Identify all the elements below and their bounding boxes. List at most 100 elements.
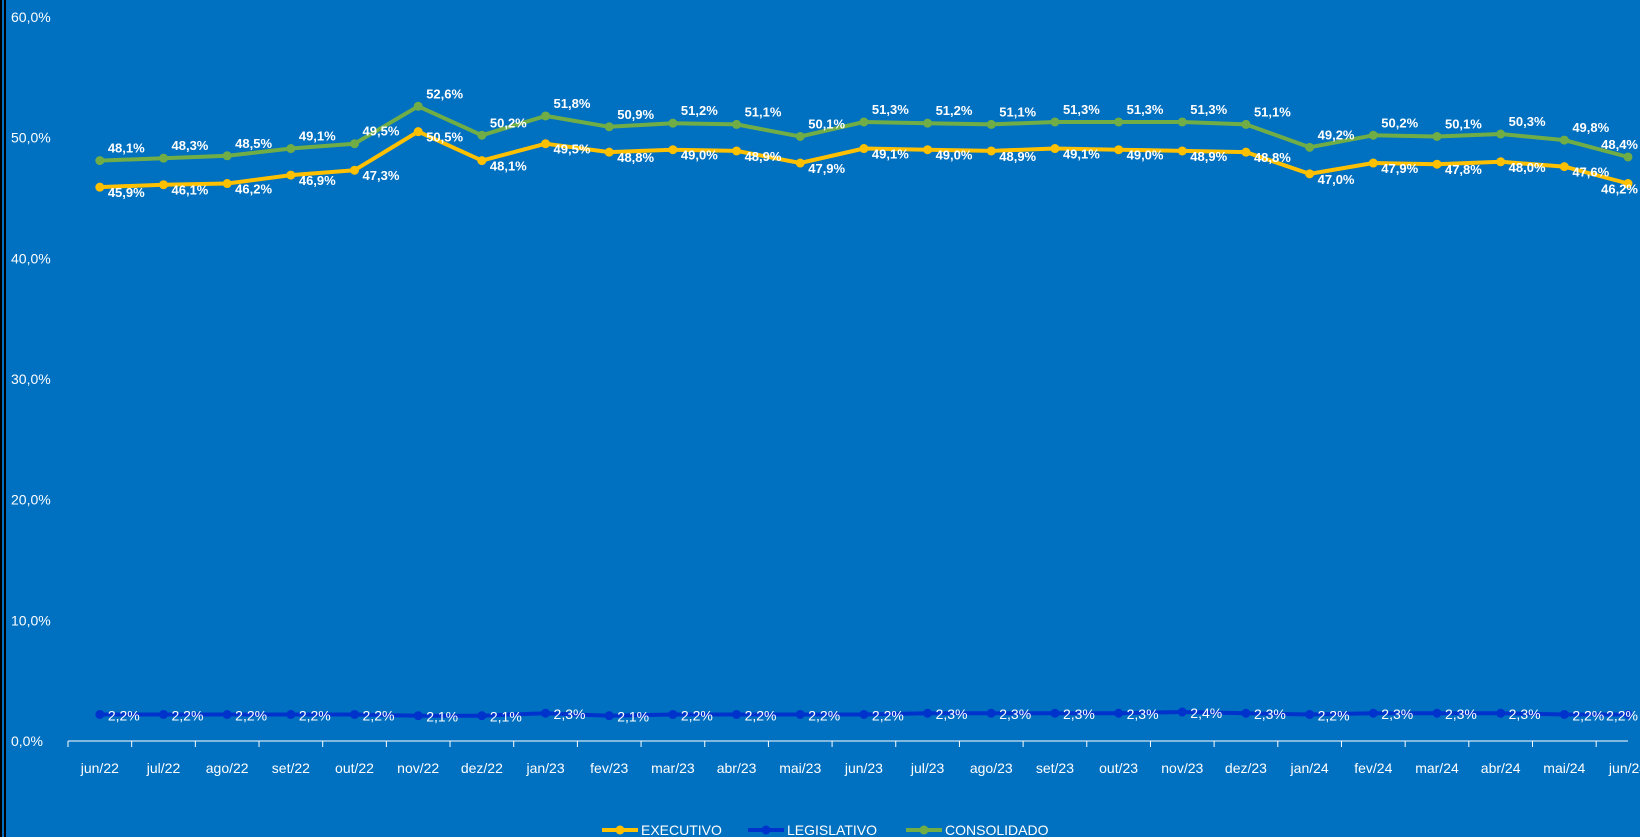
data-label-consolidado: 48,3%	[172, 138, 209, 153]
x-tick-label: dez/22	[461, 760, 503, 776]
data-label-legislativo: 2,3%	[1127, 706, 1159, 722]
data-label-legislativo: 2,3%	[1381, 706, 1413, 722]
data-point-consolidado	[1623, 152, 1633, 162]
x-tick-label: mar/24	[1415, 760, 1459, 776]
data-label-legislativo: 2,2%	[299, 707, 331, 723]
data-label-executivo: 47,9%	[808, 161, 845, 176]
data-point-legislativo	[541, 708, 551, 718]
data-point-consolidado	[604, 122, 614, 132]
data-point-legislativo	[1623, 709, 1633, 719]
data-label-consolidado: 49,5%	[363, 124, 400, 139]
legend: EXECUTIVO LEGISLATIVO CONSOLIDADO	[602, 822, 1049, 837]
data-label-legislativo: 2,2%	[108, 707, 140, 723]
data-point-executivo	[1305, 169, 1315, 179]
data-label-executivo: 49,5%	[554, 142, 591, 157]
data-label-executivo: 47,0%	[1318, 172, 1355, 187]
data-label-executivo: 48,9%	[745, 149, 782, 164]
x-tick-label: fev/24	[1354, 760, 1392, 776]
data-point-legislativo	[923, 708, 933, 718]
x-tick-label: fev/23	[590, 760, 628, 776]
data-point-legislativo	[95, 709, 105, 719]
x-tick-label: abr/23	[717, 760, 757, 776]
data-label-legislativo: 2,3%	[936, 706, 968, 722]
data-label-consolidado: 48,5%	[235, 136, 272, 151]
data-point-legislativo	[159, 709, 169, 719]
data-label-executivo: 48,1%	[490, 159, 527, 174]
data-label-consolidado: 50,3%	[1509, 114, 1546, 129]
data-point-legislativo	[732, 709, 742, 719]
data-point-executivo	[159, 180, 169, 190]
data-label-legislativo: 2,3%	[1445, 706, 1477, 722]
data-label-executivo: 49,0%	[681, 148, 718, 163]
x-tick-label: jan/23	[525, 760, 564, 776]
data-point-legislativo	[986, 708, 996, 718]
data-label-executivo: 49,1%	[1063, 147, 1100, 162]
data-label-consolidado: 51,2%	[681, 103, 718, 118]
data-label-consolidado: 51,1%	[1254, 104, 1291, 119]
y-tick-label: 30,0%	[11, 371, 51, 387]
data-point-executivo	[1432, 159, 1442, 169]
data-label-executivo: 46,9%	[299, 173, 336, 188]
data-point-executivo	[350, 165, 360, 175]
data-point-consolidado	[1496, 129, 1506, 139]
x-tick-label: out/23	[1099, 760, 1138, 776]
data-point-consolidado	[541, 111, 551, 121]
data-point-executivo	[1114, 145, 1124, 155]
data-label-consolidado: 51,2%	[936, 103, 973, 118]
y-tick-label: 10,0%	[11, 612, 51, 628]
data-point-consolidado	[795, 131, 805, 141]
data-point-executivo	[541, 139, 551, 149]
data-label-executivo: 48,8%	[1254, 150, 1291, 165]
data-label-legislativo: 2,3%	[999, 706, 1031, 722]
data-point-consolidado	[1050, 117, 1060, 127]
data-label-consolidado: 51,3%	[1063, 102, 1100, 117]
data-point-consolidado	[350, 139, 360, 149]
data-label-executivo: 49,1%	[872, 147, 909, 162]
y-tick-label: 60,0%	[11, 9, 51, 25]
data-point-consolidado	[477, 130, 487, 140]
data-point-executivo	[1496, 157, 1506, 167]
data-label-executivo: 47,9%	[1381, 161, 1418, 176]
data-label-legislativo: 2,3%	[554, 706, 586, 722]
data-point-legislativo	[222, 709, 232, 719]
y-tick-label: 50,0%	[11, 130, 51, 146]
data-point-legislativo	[1559, 709, 1569, 719]
data-point-executivo	[795, 158, 805, 168]
data-point-legislativo	[286, 709, 296, 719]
data-point-legislativo	[1305, 709, 1315, 719]
data-point-legislativo	[350, 709, 360, 719]
data-label-consolidado: 50,2%	[1381, 115, 1418, 130]
data-point-consolidado	[222, 151, 232, 161]
x-tick-label: set/22	[272, 760, 310, 776]
data-point-consolidado	[1368, 130, 1378, 140]
data-label-executivo: 49,0%	[936, 148, 973, 163]
data-label-legislativo: 2,2%	[1572, 707, 1604, 723]
data-label-legislativo: 2,2%	[235, 707, 267, 723]
data-label-legislativo: 2,2%	[745, 707, 777, 723]
data-point-legislativo	[1432, 708, 1442, 718]
data-point-legislativo	[1496, 708, 1506, 718]
data-label-executivo: 48,9%	[999, 149, 1036, 164]
data-label-consolidado: 49,2%	[1318, 127, 1355, 142]
x-tick-label: jul/22	[146, 760, 181, 776]
data-label-consolidado: 50,1%	[1445, 116, 1482, 131]
data-label-legislativo: 2,1%	[617, 709, 649, 725]
legend-label-executivo: EXECUTIVO	[641, 822, 722, 837]
y-tick-label: 40,0%	[11, 250, 51, 266]
data-label-executivo: 46,1%	[172, 183, 209, 198]
data-point-executivo	[923, 145, 933, 155]
data-point-consolidado	[986, 119, 996, 129]
x-tick-label: mar/23	[651, 760, 695, 776]
data-point-consolidado	[732, 119, 742, 129]
data-label-consolidado: 51,3%	[1190, 102, 1227, 117]
data-label-consolidado: 50,2%	[490, 115, 527, 130]
x-tick-label: jun/22	[80, 760, 119, 776]
data-label-consolidado: 48,1%	[108, 141, 145, 156]
x-tick-label: ago/23	[970, 760, 1013, 776]
data-point-executivo	[477, 156, 487, 166]
legend-label-legislativo: LEGISLATIVO	[787, 822, 877, 837]
data-label-executivo: 48,9%	[1190, 149, 1227, 164]
x-tick-label: out/22	[335, 760, 374, 776]
data-point-legislativo	[413, 711, 423, 721]
data-label-legislativo: 2,2%	[872, 707, 904, 723]
